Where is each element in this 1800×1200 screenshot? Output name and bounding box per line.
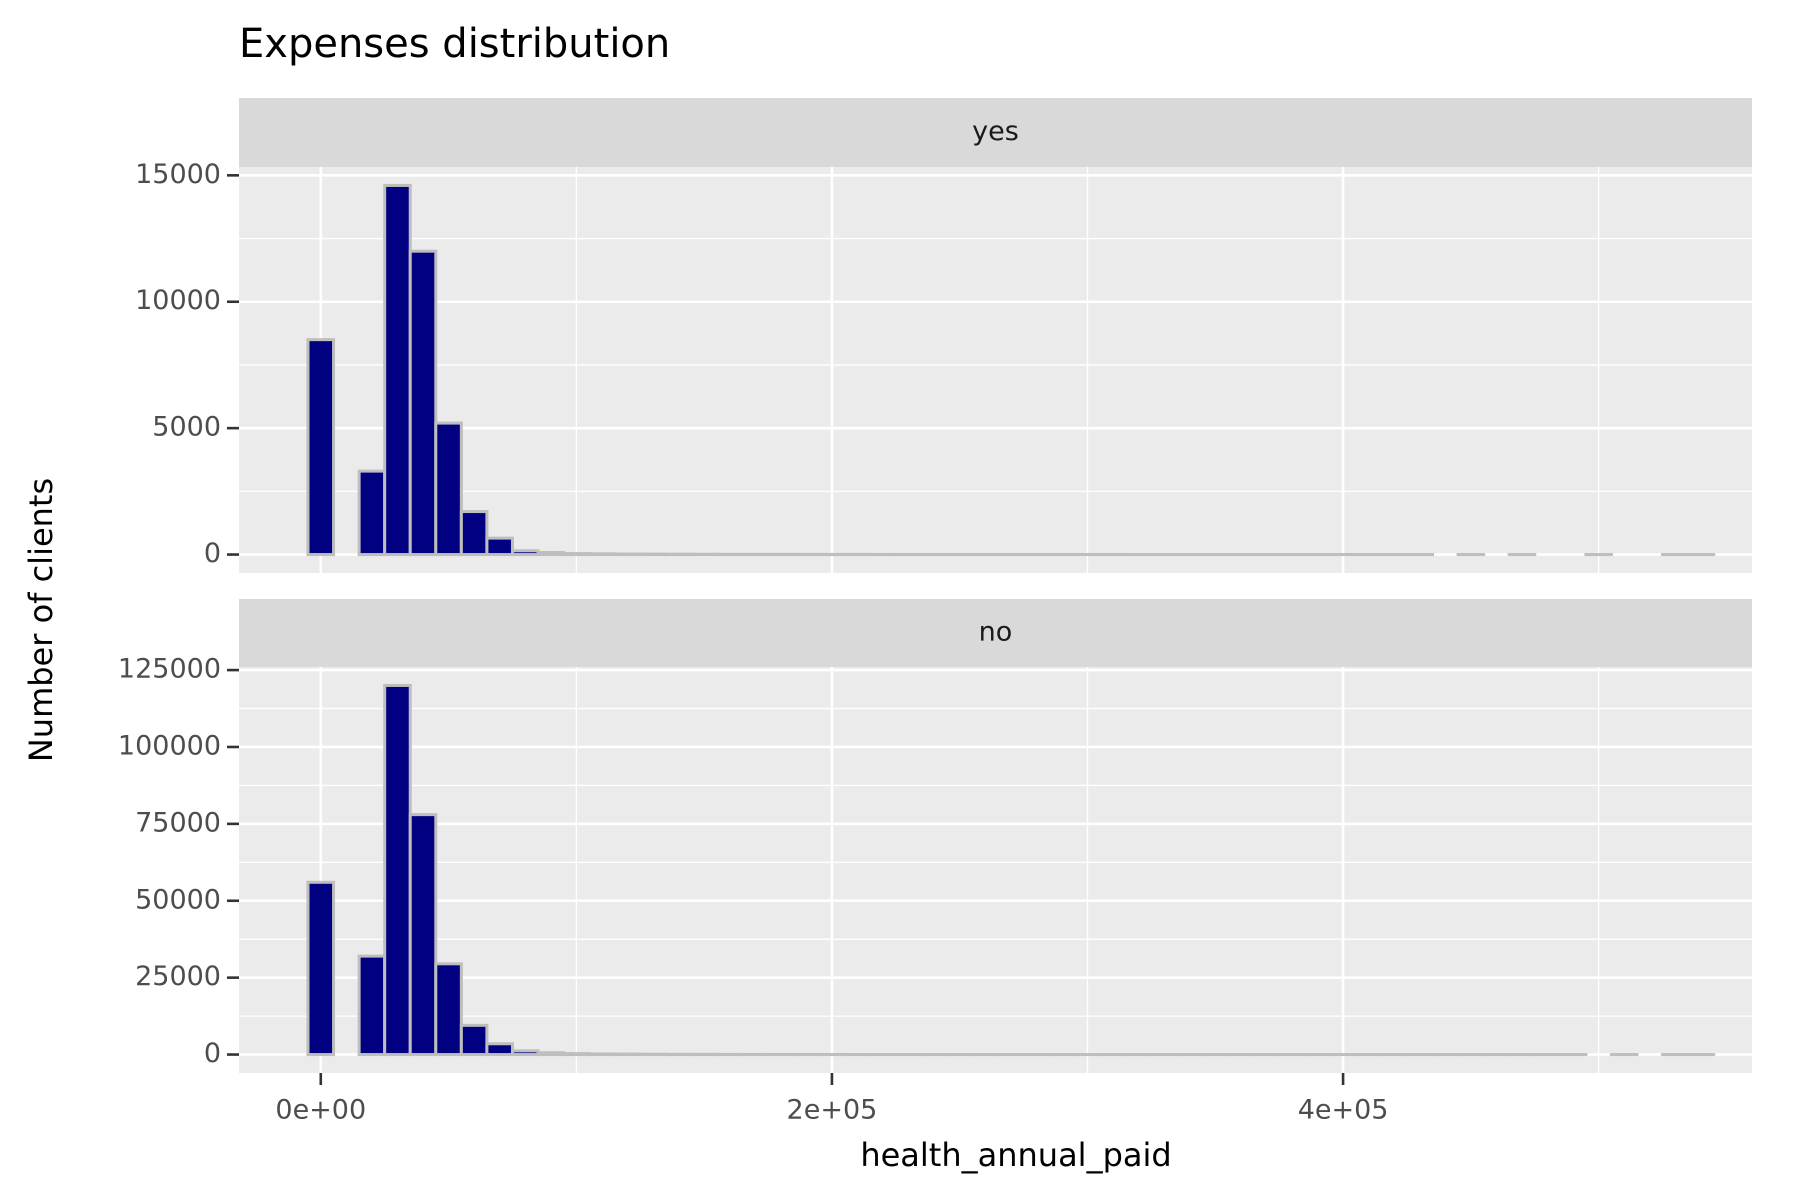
x-axis-label: health_annual_paid bbox=[860, 1136, 1171, 1174]
bar bbox=[587, 1052, 617, 1057]
bar bbox=[562, 552, 591, 557]
bar bbox=[485, 536, 514, 557]
facet-label: yes bbox=[972, 116, 1019, 147]
y-tick-label: 100000 bbox=[118, 730, 221, 761]
facet-strip bbox=[239, 599, 1752, 667]
bar bbox=[434, 962, 463, 1057]
y-tick-label: 50000 bbox=[135, 884, 221, 915]
bar bbox=[383, 183, 412, 557]
bar bbox=[562, 1052, 591, 1057]
x-tick-label: 0e+00 bbox=[275, 1095, 366, 1126]
bar bbox=[510, 549, 540, 557]
bar bbox=[306, 880, 336, 1057]
y-tick-label: 75000 bbox=[135, 807, 221, 838]
y-tick-label: 10000 bbox=[135, 285, 221, 316]
y-tick-label: 15000 bbox=[135, 159, 221, 190]
bar bbox=[306, 338, 336, 557]
bar bbox=[408, 249, 438, 557]
bar bbox=[613, 552, 642, 557]
bar bbox=[459, 1023, 489, 1057]
y-tick-label: 0 bbox=[204, 538, 221, 569]
bar bbox=[536, 1051, 566, 1057]
bar bbox=[485, 1042, 514, 1057]
bar bbox=[510, 1049, 540, 1057]
panel-background bbox=[239, 167, 1752, 573]
bar bbox=[459, 510, 489, 557]
bar bbox=[434, 421, 463, 557]
bar bbox=[357, 469, 387, 557]
y-tick-label: 125000 bbox=[118, 654, 221, 685]
y-tick-label: 0 bbox=[204, 1038, 221, 1069]
bar bbox=[383, 683, 412, 1057]
y-axis-label: Number of clients bbox=[22, 478, 60, 762]
bar bbox=[536, 551, 566, 557]
bar bbox=[357, 954, 387, 1057]
y-tick-label: 25000 bbox=[135, 961, 221, 992]
y-tick-label: 5000 bbox=[152, 412, 221, 443]
x-tick-label: 4e+05 bbox=[1298, 1095, 1389, 1126]
facet-strip bbox=[239, 98, 1752, 167]
x-tick-label: 2e+05 bbox=[787, 1095, 878, 1126]
bar bbox=[587, 552, 617, 557]
chart-title: Expenses distribution bbox=[239, 21, 670, 67]
panel-background bbox=[239, 667, 1752, 1073]
bar bbox=[408, 813, 438, 1057]
facet-label: no bbox=[979, 617, 1013, 648]
